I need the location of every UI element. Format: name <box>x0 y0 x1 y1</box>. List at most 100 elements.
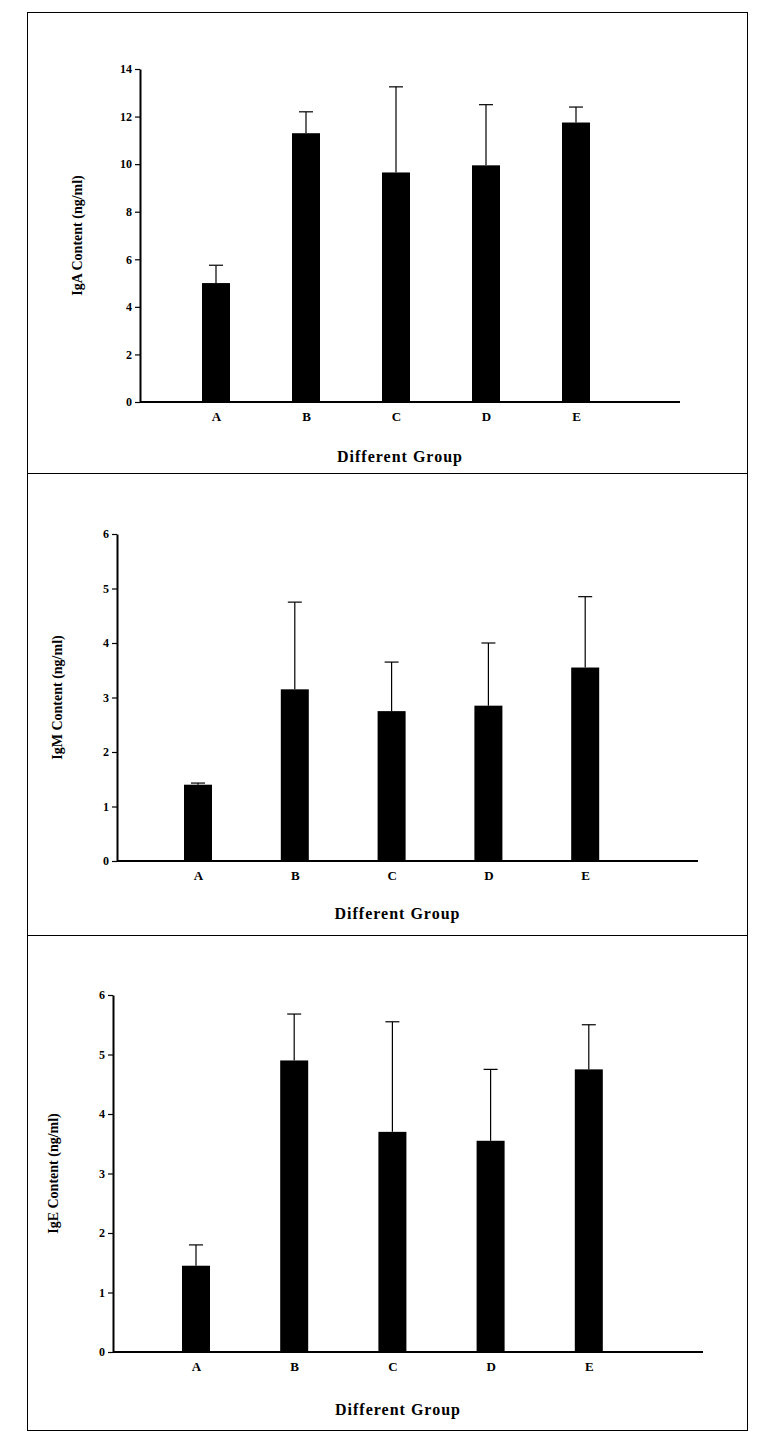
y-tick-label: 14 <box>120 62 132 76</box>
y-tick: 12 <box>120 110 140 124</box>
x-tick: D <box>486 1352 495 1374</box>
y-tick-label: 5 <box>103 582 109 596</box>
x-tick-label: C <box>387 868 396 883</box>
bar <box>382 172 410 402</box>
plot-area <box>182 1014 603 1352</box>
error-bar <box>582 1025 596 1070</box>
y-tick-label: 0 <box>99 1345 105 1359</box>
plot-area <box>202 87 590 402</box>
x-tick-label: A <box>194 868 204 883</box>
y-axis: 0 1 2 3 4 5 6 <box>99 988 114 1359</box>
x-axis-title: Different Group <box>335 905 461 923</box>
bar <box>378 1132 406 1352</box>
x-tick-label: D <box>482 409 491 424</box>
x-axis: ABCDE <box>117 861 698 883</box>
x-tick-label: E <box>572 409 581 424</box>
y-tick-mark <box>135 69 140 70</box>
y-tick-mark <box>112 697 117 698</box>
panel-border <box>28 936 748 1431</box>
y-axis-line <box>140 70 142 403</box>
error-bar-cap <box>287 1013 301 1014</box>
error-bar <box>189 1245 203 1266</box>
y-tick: 4 <box>99 1107 113 1121</box>
y-tick-label: 4 <box>103 636 109 650</box>
x-tick-label: C <box>388 1359 397 1374</box>
y-tick: 4 <box>103 636 117 650</box>
y-tick-label: 1 <box>99 1286 105 1300</box>
x-axis-title: Different Group <box>335 1401 461 1419</box>
y-tick-mark <box>135 307 140 308</box>
bar <box>184 785 212 861</box>
y-tick-label: 3 <box>103 691 109 705</box>
error-bar-stem <box>391 662 392 711</box>
y-tick-mark <box>108 1114 113 1115</box>
bar <box>281 689 309 861</box>
error-bar-cap <box>385 1021 399 1022</box>
x-tick: B <box>302 402 311 424</box>
y-tick-mark <box>135 402 140 403</box>
error-bar <box>479 105 493 166</box>
x-tick: C <box>388 1352 397 1374</box>
error-bar-stem <box>395 87 396 173</box>
x-tick-label: B <box>290 1359 299 1374</box>
error-bar <box>481 643 495 706</box>
x-tick: E <box>572 402 581 424</box>
error-bar-stem <box>305 112 306 133</box>
y-tick: 8 <box>126 205 140 219</box>
error-bar-cap <box>189 1244 203 1245</box>
error-bar-stem <box>588 1025 589 1070</box>
error-bar-stem <box>490 1069 491 1140</box>
x-tick-label: D <box>484 868 493 883</box>
x-tick: C <box>392 402 401 424</box>
bar <box>472 165 500 402</box>
y-tick-mark <box>108 1292 113 1293</box>
y-tick-mark <box>135 164 140 165</box>
y-tick-mark <box>135 354 140 355</box>
plot-area <box>184 597 599 861</box>
y-tick-label: 2 <box>99 1226 105 1240</box>
x-tick: A <box>212 402 222 424</box>
x-tick-label: D <box>486 1359 495 1374</box>
x-tick: D <box>484 861 493 883</box>
x-tick: B <box>290 1352 299 1374</box>
x-tick: D <box>482 402 491 424</box>
y-tick-mark <box>112 806 117 807</box>
error-bar-stem <box>392 1022 393 1132</box>
figure: 02468101214ABCDEIgA Content (ng/ml)Diffe… <box>0 0 764 1443</box>
y-tick: 3 <box>103 691 117 705</box>
bar <box>202 283 230 402</box>
y-tick: 6 <box>126 253 140 267</box>
error-bar-stem <box>294 602 295 689</box>
x-axis-line <box>117 860 698 862</box>
y-tick: 10 <box>120 157 140 171</box>
x-tick: C <box>387 861 396 883</box>
error-bar <box>385 1022 399 1132</box>
y-axis-title: IgM Content (ng/ml) <box>50 635 66 760</box>
y-tick-mark <box>108 1173 113 1174</box>
y-tick: 5 <box>99 1048 113 1062</box>
y-tick: 6 <box>99 988 113 1002</box>
x-axis: ABCDE <box>113 1352 703 1374</box>
y-tick-mark <box>112 588 117 589</box>
y-tick-mark <box>108 1233 113 1234</box>
error-bar <box>288 602 302 689</box>
error-bar-cap <box>385 661 399 662</box>
x-axis: A B C D E <box>140 402 680 424</box>
panel-border <box>28 13 748 474</box>
y-tick: 3 <box>99 1167 113 1181</box>
y-tick: 6 <box>103 527 117 541</box>
bar <box>280 1060 308 1352</box>
error-bar-cap <box>299 111 313 112</box>
y-tick-mark <box>108 1054 113 1055</box>
y-tick-label: 6 <box>126 253 132 267</box>
y-tick: 2 <box>99 1226 113 1240</box>
error-bar-stem <box>215 265 216 283</box>
panel-border <box>28 474 748 936</box>
x-axis-title: Different Group <box>337 448 463 466</box>
y-tick: 14 <box>120 62 140 76</box>
y-tick-label: 12 <box>120 110 132 124</box>
x-axis-line <box>113 1351 703 1353</box>
y-tick-label: 6 <box>99 988 105 1002</box>
x-tick-label: A <box>212 409 222 424</box>
y-tick-label: 1 <box>103 800 109 814</box>
